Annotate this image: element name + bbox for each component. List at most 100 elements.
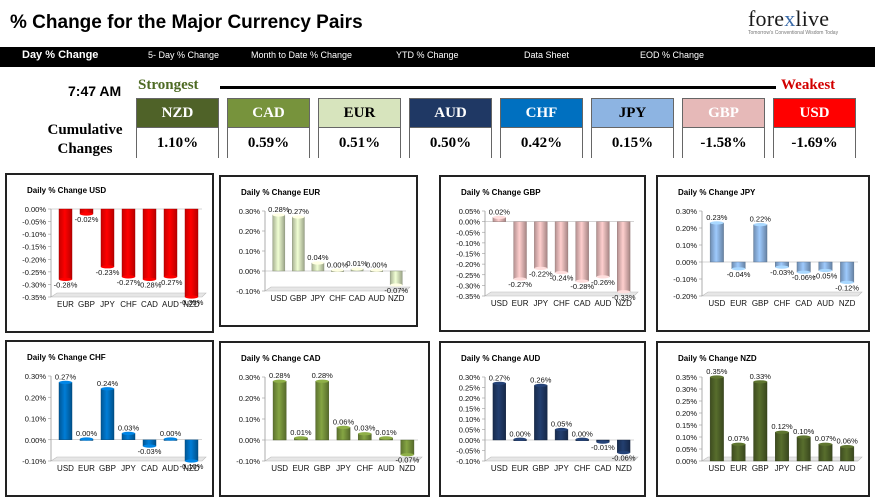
x-tick-label: AUD	[162, 300, 179, 309]
y-tick-label: -0.15%	[22, 243, 46, 252]
bar-aud	[840, 446, 855, 462]
y-tick-label: 0.20%	[676, 224, 698, 233]
y-tick-label: 0.35%	[676, 373, 698, 382]
bar-usd	[492, 383, 506, 441]
x-tick-label: GBP	[532, 464, 549, 473]
chart-panel-chf: Daily % Change CHF 0.30% 0.20% 0.10% 0.00% -0…	[5, 340, 214, 497]
bar-cap	[575, 437, 589, 441]
logo-text-main: fore	[748, 6, 785, 31]
x-tick-label: NZD	[615, 299, 632, 308]
x-tick-label: JPY	[121, 464, 136, 473]
usd-bar-chart: Daily % Change USD 0.00% -0.05% -0.10% -0.15…	[22, 186, 207, 309]
bar-cap	[731, 267, 746, 271]
data-label: 0.22%	[750, 215, 772, 224]
y-tick-label: 0.00%	[25, 205, 47, 214]
bar-nzd	[184, 208, 199, 298]
tab-5-day-change[interactable]: 5- Day % Change	[148, 50, 220, 60]
data-label: 0.27%	[489, 373, 511, 382]
bar-jpy	[336, 427, 351, 441]
chf-bar-chart: Daily % Change CHF 0.30% 0.20% 0.10% 0.00% -0…	[22, 353, 207, 473]
x-tick-label: AUD	[368, 294, 385, 303]
bar-cap	[534, 266, 548, 270]
bar-usd	[709, 222, 724, 263]
nzd-bar-chart: Daily % Change NZD 0.35% 0.30% 0.25% 0.20% 0.…	[676, 354, 863, 473]
bar-cap	[753, 380, 768, 384]
chart-title: Daily % Change GBP	[461, 188, 541, 197]
data-label: 0.00%	[160, 429, 182, 438]
x-tick-label: NZD	[615, 464, 632, 473]
currency-cumulative-value: 0.42%	[501, 127, 582, 158]
bar-cap	[272, 213, 285, 217]
bar-gbp	[753, 381, 768, 462]
y-tick-label: -0.10%	[22, 457, 46, 466]
x-tick-label: GBP	[78, 300, 95, 309]
bar-cap	[513, 277, 527, 281]
data-label: 0.01%	[290, 428, 312, 437]
x-tick-label: EUR	[78, 464, 95, 473]
bar-cap	[617, 451, 631, 455]
y-tick-label: -0.35%	[456, 292, 480, 301]
data-label: -0.27%	[508, 280, 532, 289]
currency-box-cad: CAD 0.59%	[227, 98, 310, 158]
y-tick-label: 0.30%	[239, 373, 261, 382]
page-title: % Change for the Major Currency Pairs	[10, 12, 363, 33]
currency-code: USD	[774, 99, 855, 127]
y-tick-label: 0.20%	[459, 394, 481, 403]
bar-nzd	[840, 261, 855, 283]
bar-cap	[731, 442, 746, 446]
data-label: 0.35%	[706, 367, 728, 376]
data-label: 0.10%	[793, 427, 815, 436]
bar-cap	[273, 379, 287, 383]
y-tick-label: 0.20%	[25, 393, 47, 402]
bar-cap	[596, 440, 610, 444]
x-tick-label: NZD	[839, 299, 856, 308]
x-tick-label: NZD	[183, 300, 200, 309]
currency-cumulative-value: 0.15%	[592, 127, 673, 158]
y-tick-label: -0.05%	[22, 218, 46, 227]
bar-nzd	[617, 221, 631, 292]
x-tick-label: GBP	[314, 464, 331, 473]
x-tick-label: CHF	[553, 299, 570, 308]
y-tick-label: -0.10%	[22, 230, 46, 239]
cumulative-label-line1: Cumulative	[47, 122, 123, 138]
y-tick-label: -0.15%	[456, 250, 480, 259]
data-label: -0.05%	[814, 272, 838, 281]
bar-aud	[596, 221, 610, 278]
bar-chf	[796, 436, 811, 462]
data-label: 0.00%	[327, 260, 349, 269]
bar-cap	[710, 375, 724, 379]
tab-day-change[interactable]: Day % Change	[22, 49, 99, 61]
y-tick-label: -0.10%	[456, 457, 480, 466]
nav-bar: Day % Change 5- Day % Change Month to Da…	[0, 47, 875, 67]
x-tick-label: GBP	[752, 299, 769, 308]
bar-usd	[272, 214, 286, 272]
y-tick-label: 0.20%	[239, 394, 261, 403]
bar-cap	[311, 261, 324, 265]
data-label: -0.28%	[138, 280, 162, 289]
tab-eod-change[interactable]: EOD % Change	[640, 50, 705, 60]
bar-cap	[184, 459, 199, 463]
forexlive-logo[interactable]: forexlive Tomorrow's Conventional Wisdom…	[748, 6, 848, 42]
x-tick-label: AUD	[839, 464, 856, 473]
y-tick-label: -0.05%	[456, 447, 480, 456]
chart-title: Daily % Change JPY	[678, 188, 756, 197]
data-label: -0.27%	[159, 278, 183, 287]
bar-cap	[121, 275, 136, 279]
tab-month-to-date-change[interactable]: Month to Date % Change	[251, 50, 353, 60]
x-tick-label: NZD	[388, 294, 405, 303]
chart-panel-aud: Daily % Change AUD 0.30% 0.25% 0.20% 0.15% 0.…	[439, 341, 646, 497]
tab-data-sheet[interactable]: Data Sheet	[524, 50, 570, 60]
tab-ytd-change[interactable]: YTD % Change	[396, 50, 459, 60]
x-tick-label: USD	[708, 299, 725, 308]
data-label: -0.12%	[835, 283, 859, 292]
bar-cap	[79, 437, 94, 441]
y-tick-label: 0.15%	[676, 421, 698, 430]
bar-cap	[555, 427, 568, 432]
x-tick-label: CHF	[329, 294, 346, 303]
y-tick-label: 0.25%	[459, 384, 481, 393]
bar-gbp	[315, 381, 330, 441]
bar-cap	[796, 270, 811, 274]
cumulative-changes-label: Cumulative Changes	[40, 121, 130, 159]
y-tick-label: 0.10%	[25, 415, 47, 424]
bar-cap	[796, 435, 811, 439]
